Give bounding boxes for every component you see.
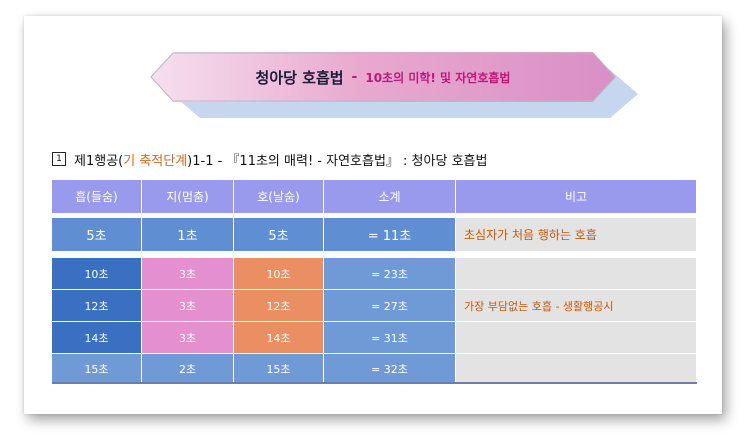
cell-remarks: [456, 258, 697, 290]
table-row: 14초 3초 14초 = 31초: [52, 322, 697, 354]
cell-exhale: 12초: [234, 290, 324, 322]
heading-part-3: )1-1 - 『11초의 매력! - 자연호흡법』 : 청아당 호흡법: [187, 153, 488, 169]
header-inhale: 흡(들숨): [52, 180, 142, 214]
header-subtotal: 소계: [324, 180, 456, 214]
cell-remarks: [456, 354, 697, 384]
cell-hold: 3초: [142, 290, 234, 322]
cell-hold: 1초: [142, 218, 234, 252]
cell-remarks: 가장 부담없는 호흡 - 생활행공시: [456, 290, 697, 322]
header-exhale: 호(날숨): [234, 180, 324, 214]
cell-remarks: [456, 322, 697, 354]
cell-subtotal: = 27초: [324, 290, 456, 322]
heading-part-1: 제1행공(: [74, 153, 124, 169]
table-row: 12초 3초 12초 = 27초 가장 부담없는 호흡 - 생활행공시: [52, 290, 697, 322]
cell-inhale: 12초: [52, 290, 142, 322]
cell-inhale: 10초: [52, 258, 142, 290]
header-remarks: 비고: [456, 180, 697, 214]
cell-hold: 3초: [142, 258, 234, 290]
banner-title: 청아당 호흡법 - 10초의 미학! 및 자연호흡법: [150, 52, 616, 102]
cell-exhale: 14초: [234, 322, 324, 354]
banner-outline: [150, 52, 616, 102]
cell-inhale: 5초: [52, 218, 142, 252]
banner-separator: -: [351, 69, 358, 85]
cell-remarks: 초심자가 처음 행하는 호흡: [456, 218, 697, 252]
header-hold: 지(멈춤): [142, 180, 234, 214]
table-header-row: 흡(들숨) 지(멈춤) 호(날숨) 소계 비고: [52, 180, 697, 214]
cell-hold: 3초: [142, 322, 234, 354]
table-row: 5초 1초 5초 = 11초 초심자가 처음 행하는 호흡: [52, 218, 697, 252]
cell-subtotal: = 11초: [324, 218, 456, 252]
cell-subtotal: = 23초: [324, 258, 456, 290]
cell-inhale: 14초: [52, 322, 142, 354]
cell-subtotal: = 32초: [324, 354, 456, 384]
cell-subtotal: = 31초: [324, 322, 456, 354]
heading-highlight: 기 축적단계: [123, 153, 188, 169]
title-banner: [150, 52, 616, 102]
table-bottom-border: [52, 180, 697, 384]
table-row: 10초 3초 10초 = 23초: [52, 258, 697, 290]
section-number: 1: [52, 152, 66, 166]
section-heading: 1 제1행공( 기 축적단계 )1-1 - 『11초의 매력! - 자연호흡법』…: [52, 150, 488, 169]
cell-exhale: 5초: [234, 218, 324, 252]
cell-exhale: 10초: [234, 258, 324, 290]
banner-main-title: 청아당 호흡법: [255, 68, 344, 87]
banner-subtitle: 10초의 미학! 및 자연호흡법: [365, 70, 511, 85]
cell-exhale: 15초: [234, 354, 324, 384]
